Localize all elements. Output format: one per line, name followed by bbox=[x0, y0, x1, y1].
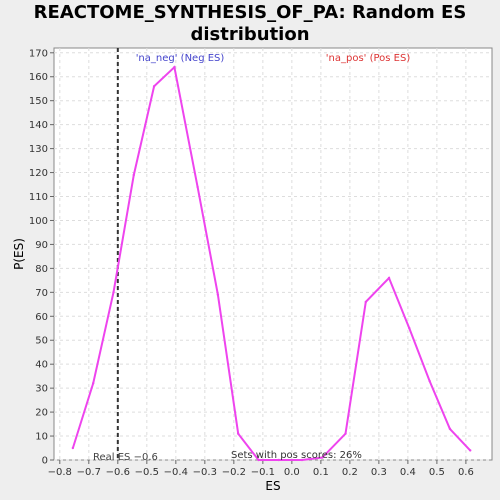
x-tick-label: −0.3 bbox=[193, 467, 217, 478]
x-tick-label: −0.1 bbox=[251, 467, 275, 478]
y-tick-label: 50 bbox=[35, 336, 48, 347]
pos-scores-label: Sets with pos scores: 26% bbox=[231, 450, 362, 461]
x-tick-label: −0.4 bbox=[164, 467, 188, 478]
series-point bbox=[428, 379, 431, 383]
series-point bbox=[448, 427, 452, 431]
series-point bbox=[196, 185, 199, 189]
y-axis-title: P(ES) bbox=[12, 238, 26, 270]
y-tick-label: 170 bbox=[29, 48, 48, 59]
series-point bbox=[71, 446, 75, 450]
series-point bbox=[216, 293, 220, 296]
series-point bbox=[321, 456, 324, 459]
series-point bbox=[236, 432, 240, 435]
x-tick-label: −0.8 bbox=[48, 467, 72, 478]
y-tick-label: 60 bbox=[35, 312, 48, 323]
series-point bbox=[344, 432, 347, 435]
x-tick-label: 0.3 bbox=[371, 467, 387, 478]
series-point bbox=[387, 276, 391, 280]
pos-es-label: 'na_pos' (Pos ES) bbox=[326, 53, 411, 64]
y-tick-label: 70 bbox=[35, 288, 48, 299]
x-tick-label: 0.2 bbox=[342, 467, 358, 478]
chart-title-line1: REACTOME_SYNTHESIS_OF_PA: Random ES bbox=[33, 2, 467, 23]
series-point bbox=[277, 458, 281, 462]
y-tick-label: 80 bbox=[35, 264, 48, 275]
y-tick-label: 20 bbox=[35, 408, 48, 419]
x-tick-label: −0.5 bbox=[135, 467, 159, 478]
y-tick-label: 140 bbox=[29, 120, 48, 131]
real-es-label: Real ES −0.6 bbox=[93, 452, 158, 463]
x-axis-title: ES bbox=[265, 479, 280, 493]
series-point bbox=[300, 458, 304, 462]
chart-title-line2: distribution bbox=[190, 24, 310, 45]
x-tick-label: −0.2 bbox=[222, 467, 246, 478]
series-point bbox=[469, 449, 472, 452]
x-tick-label: 0.0 bbox=[284, 467, 300, 478]
neg-es-label: 'na_neg' (Neg ES) bbox=[136, 53, 225, 64]
y-tick-label: 90 bbox=[35, 240, 48, 251]
x-tick-label: 0.6 bbox=[458, 467, 474, 478]
series-point bbox=[408, 327, 411, 330]
y-tick-label: 0 bbox=[42, 456, 48, 467]
series-point bbox=[257, 458, 260, 462]
x-tick-label: −0.6 bbox=[106, 467, 130, 478]
y-tick-label: 110 bbox=[29, 192, 48, 203]
plot-area bbox=[53, 47, 493, 461]
y-axis: 0 10 20 30 40 50 60 70 80 90 100 110 120 130 140 150 160… bbox=[29, 48, 54, 467]
x-tick-label: 0.1 bbox=[313, 467, 329, 478]
y-tick-label: 160 bbox=[29, 72, 48, 83]
series-point bbox=[173, 65, 176, 69]
grid-lines bbox=[54, 48, 492, 461]
series-point bbox=[152, 85, 156, 88]
chart-title: REACTOME_SYNTHESIS_OF_PA: Random ES dist… bbox=[0, 2, 500, 46]
y-tick-label: 30 bbox=[35, 384, 48, 395]
series-point bbox=[132, 173, 135, 177]
series-point bbox=[364, 300, 368, 304]
x-axis: −0.8 −0.7 −0.6 −0.5 −0.4 −0.3 −0.2 −0.1 0.0 0.1 0.… bbox=[48, 460, 474, 478]
y-tick-label: 100 bbox=[29, 216, 48, 227]
y-tick-label: 150 bbox=[29, 96, 48, 107]
y-tick-label: 40 bbox=[35, 360, 48, 371]
x-tick-label: 0.4 bbox=[400, 467, 416, 478]
y-tick-label: 120 bbox=[29, 168, 48, 179]
y-tick-label: 130 bbox=[29, 144, 48, 155]
y-tick-label: 10 bbox=[35, 432, 48, 443]
series-point bbox=[91, 382, 95, 385]
series-point bbox=[112, 291, 115, 294]
x-tick-label: −0.7 bbox=[77, 467, 101, 478]
es-distribution-line bbox=[71, 65, 471, 461]
series-points bbox=[71, 65, 472, 462]
x-tick-label: 0.5 bbox=[429, 467, 445, 478]
